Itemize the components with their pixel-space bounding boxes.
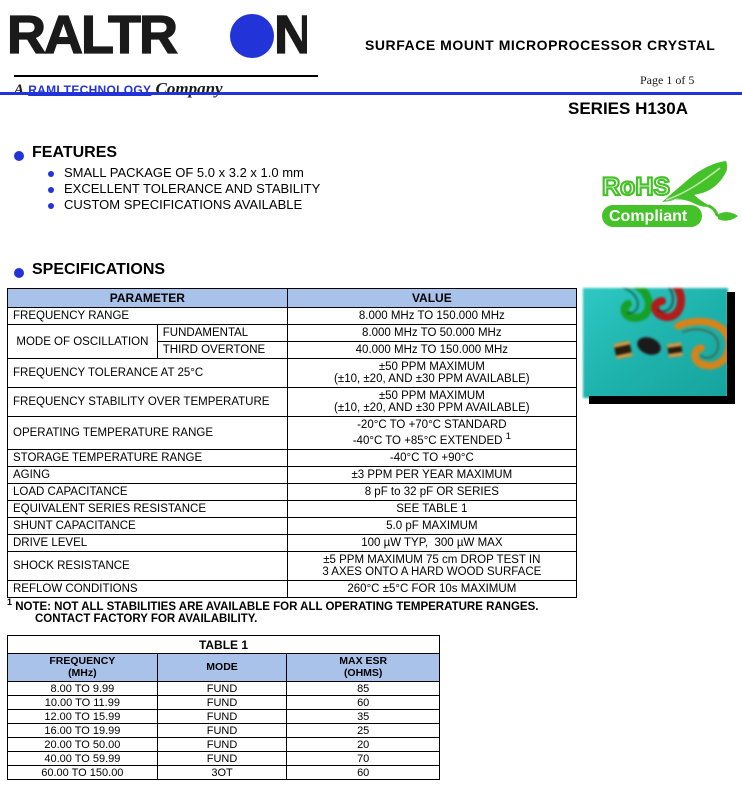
svg-text:RALTR: RALTR — [7, 5, 177, 65]
svg-text:RoHS: RoHS — [602, 173, 670, 201]
svg-text:N: N — [274, 5, 307, 65]
svg-text:Compliant: Compliant — [609, 208, 688, 225]
